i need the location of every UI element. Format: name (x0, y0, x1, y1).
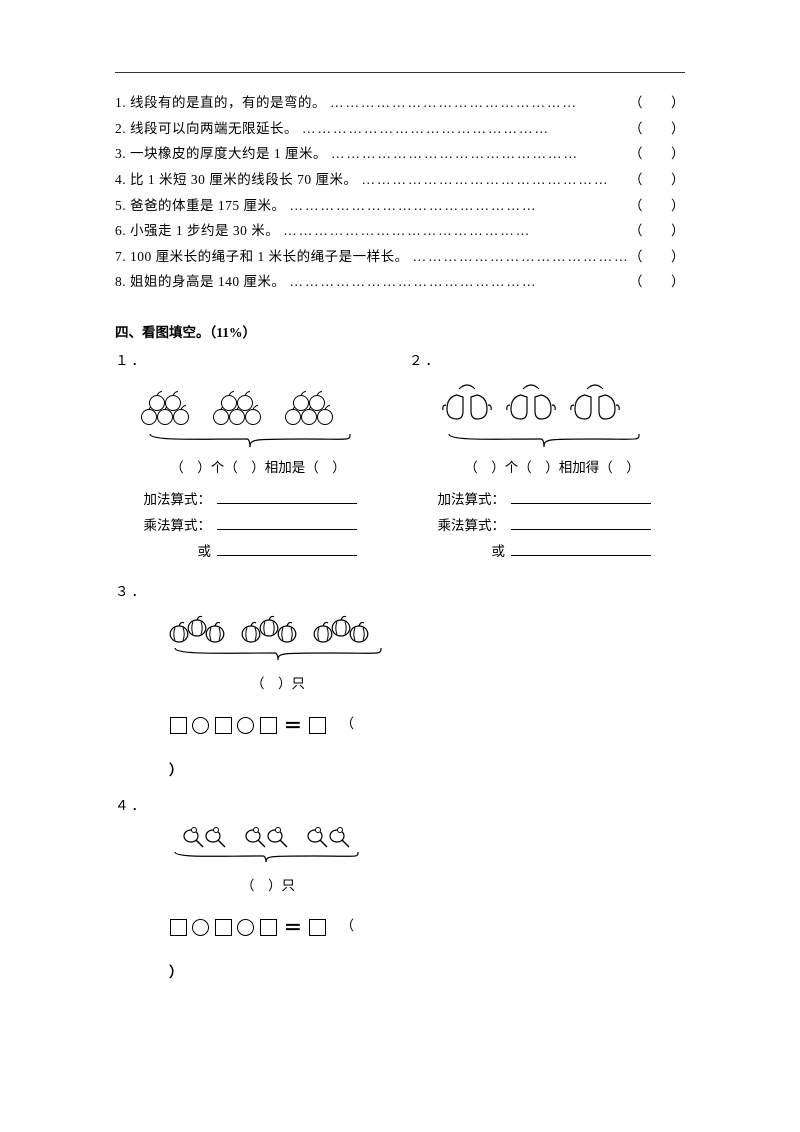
q1-svg (135, 379, 365, 454)
q2-number: ２． (409, 349, 685, 369)
q2-or-line: 或 (433, 540, 685, 560)
q4-open-paren: （ (341, 918, 355, 933)
q4-equation: ＝ （ (169, 914, 685, 940)
q4-picture: （ ）只 (163, 822, 685, 894)
tf-paren-blank[interactable]: （ ） (629, 167, 685, 193)
q1-or-label: 或 (139, 540, 211, 560)
q3-equation: ＝ （ (169, 712, 685, 738)
q2-form-lines: 加法算式： 乘法算式： 或 (433, 488, 685, 560)
equals-sign: ＝ (284, 716, 302, 736)
tf-item: 6. 小强走 1 步约是 30 米。…………………………………………（ ） (115, 218, 685, 244)
question-4: ４． （ ）只 ＝ （ ） (115, 794, 685, 982)
q3-number: ３． (115, 580, 685, 600)
tf-paren-blank[interactable]: （ ） (629, 218, 685, 244)
tf-text: 1. 线段有的是直的，有的是弯的。 (115, 90, 326, 116)
tf-paren-blank[interactable]: （ ） (629, 141, 685, 167)
q3-picture: （ ）只 (163, 608, 685, 692)
q2-mul-label: 乘法算式： (433, 514, 505, 534)
tf-paren-blank[interactable]: （ ） (629, 244, 685, 270)
tf-leader-dots: ………………………………………… (327, 141, 629, 167)
q2-mul-blank[interactable] (511, 516, 651, 530)
horizontal-rule (115, 72, 685, 73)
q1-picture: （ ）个（ ）相加是（ ） (135, 379, 391, 476)
square-box[interactable] (215, 717, 232, 734)
q1-mul-label: 乘法算式： (139, 514, 211, 534)
question-3: ３． （ ）只 ＝ （ ） (115, 580, 685, 780)
q1-mul-line: 乘法算式： (139, 514, 391, 534)
q2-caption: （ ）个（ ）相加得（ ） (419, 456, 685, 476)
tf-item: 8. 姐姐的身高是 140 厘米。…………………………………………（ ） (115, 269, 685, 295)
square-box[interactable] (260, 717, 277, 734)
tf-paren-blank[interactable]: （ ） (629, 90, 685, 116)
tf-leader-dots: ………………………………………… (298, 116, 629, 142)
question-2: ２． （ ）个（ ）相加得（ ） 加法算式： 乘法算式： 或 (409, 349, 685, 566)
square-box[interactable] (260, 919, 277, 936)
circle-op[interactable] (192, 919, 209, 936)
square-box[interactable] (170, 919, 187, 936)
tf-item: 4. 比 1 米短 30 厘米的线段长 70 厘米。……………………………………… (115, 167, 685, 193)
tf-leader-dots: ………………………………………… (409, 244, 629, 270)
q1-add-blank[interactable] (217, 490, 357, 504)
tf-leader-dots: ………………………………………… (279, 218, 629, 244)
tf-text: 6. 小强走 1 步约是 30 米。 (115, 218, 279, 244)
tf-paren-blank[interactable]: （ ） (629, 269, 685, 295)
tf-text: 2. 线段可以向两端无限延长。 (115, 116, 298, 142)
tf-leader-dots: ………………………………………… (286, 193, 630, 219)
q1-or-blank[interactable] (217, 542, 357, 556)
q4-svg (163, 822, 373, 872)
tf-leader-dots: ………………………………………… (286, 269, 630, 295)
tf-leader-dots: ………………………………………… (326, 90, 629, 116)
tf-paren-blank[interactable]: （ ） (629, 116, 685, 142)
q3-close-paren: ） (169, 760, 685, 780)
q4-number: ４． (115, 794, 685, 814)
q1-add-line: 加法算式： (139, 488, 391, 508)
tf-text: 8. 姐姐的身高是 140 厘米。 (115, 269, 286, 295)
tf-text: 3. 一块橡皮的厚度大约是 1 厘米。 (115, 141, 327, 167)
q4-caption: （ ）只 (163, 874, 373, 894)
q4-close-paren: ） (169, 962, 685, 982)
q2-svg (429, 379, 659, 454)
q3-open-paren: （ (341, 716, 355, 731)
circle-op[interactable] (237, 717, 254, 734)
tf-text: 5. 爸爸的体重是 175 厘米。 (115, 193, 286, 219)
tf-item: 2. 线段可以向两端无限延长。…………………………………………（ ） (115, 116, 685, 142)
q2-or-blank[interactable] (511, 542, 651, 556)
q1-or-line: 或 (139, 540, 391, 560)
q2-or-label: 或 (433, 540, 505, 560)
q1-mul-blank[interactable] (217, 516, 357, 530)
square-box[interactable] (170, 717, 187, 734)
square-box[interactable] (309, 919, 326, 936)
square-box[interactable] (215, 919, 232, 936)
content-area: 1. 线段有的是直的，有的是弯的。…………………………………………（ ）2. 线… (115, 90, 685, 982)
q2-picture: （ ）个（ ）相加得（ ） (429, 379, 685, 476)
tf-paren-blank[interactable]: （ ） (629, 193, 685, 219)
tf-leader-dots: ………………………………………… (358, 167, 630, 193)
q2-add-label: 加法算式： (433, 488, 505, 508)
q1-number: １． (115, 349, 391, 369)
tf-item: 7. 100 厘米长的绳子和 1 米长的绳子是一样长。…………………………………… (115, 244, 685, 270)
q1-q2-row: １． （ ）个（ ）相加是（ ） 加法算式： 乘法算式： (115, 349, 685, 566)
equals-sign: ＝ (284, 918, 302, 938)
q3-caption: （ ）只 (163, 672, 393, 692)
q1-caption: （ ）个（ ）相加是（ ） (125, 456, 391, 476)
tf-item: 5. 爸爸的体重是 175 厘米。…………………………………………（ ） (115, 193, 685, 219)
tf-item: 1. 线段有的是直的，有的是弯的。…………………………………………（ ） (115, 90, 685, 116)
q2-add-line: 加法算式： (433, 488, 685, 508)
square-box[interactable] (309, 717, 326, 734)
tf-list: 1. 线段有的是直的，有的是弯的。…………………………………………（ ）2. 线… (115, 90, 685, 295)
section-4-title: 四、看图填空。（11%） (115, 321, 685, 341)
question-1: １． （ ）个（ ）相加是（ ） 加法算式： 乘法算式： (115, 349, 391, 566)
tf-text: 7. 100 厘米长的绳子和 1 米长的绳子是一样长。 (115, 244, 409, 270)
q2-mul-line: 乘法算式： (433, 514, 685, 534)
circle-op[interactable] (237, 919, 254, 936)
q1-add-label: 加法算式： (139, 488, 211, 508)
tf-item: 3. 一块橡皮的厚度大约是 1 厘米。…………………………………………（ ） (115, 141, 685, 167)
tf-text: 4. 比 1 米短 30 厘米的线段长 70 厘米。 (115, 167, 358, 193)
q2-add-blank[interactable] (511, 490, 651, 504)
q1-form-lines: 加法算式： 乘法算式： 或 (139, 488, 391, 560)
q3-svg (163, 608, 393, 670)
circle-op[interactable] (192, 717, 209, 734)
